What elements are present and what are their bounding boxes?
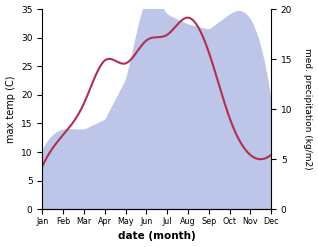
Y-axis label: med. precipitation (kg/m2): med. precipitation (kg/m2) [303, 48, 313, 170]
X-axis label: date (month): date (month) [118, 231, 196, 242]
Y-axis label: max temp (C): max temp (C) [5, 75, 16, 143]
